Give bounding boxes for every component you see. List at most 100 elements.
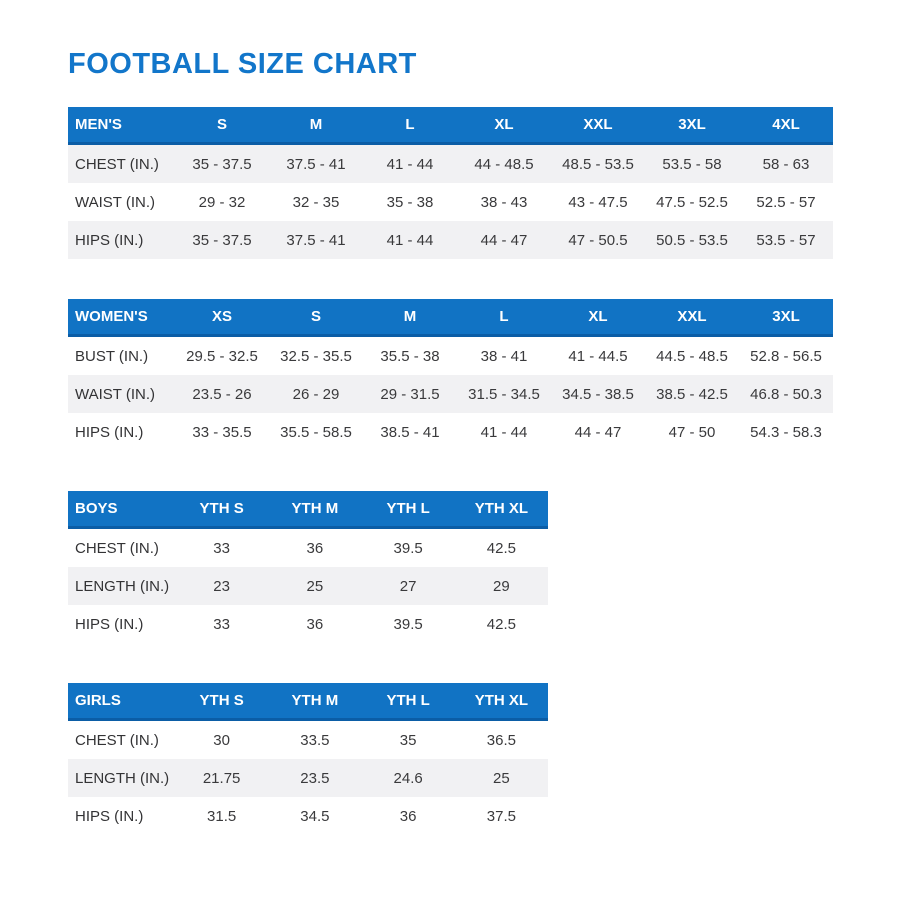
size-value-cell: 31.5 - 34.5 [457, 375, 551, 413]
size-column-header: YTH L [361, 491, 455, 529]
table-category-header: BOYS [68, 491, 175, 529]
size-value-cell: 52.5 - 57 [739, 183, 833, 221]
womens-size-table: WOMEN'S XS S M L XL XXL 3XL BUST (IN.) 29.5 - 32… [68, 299, 833, 451]
size-value-cell: 47.5 - 52.5 [645, 183, 739, 221]
size-value-cell: 31.5 [175, 797, 269, 835]
measurement-row: WAIST (IN.) 23.5 - 26 26 - 29 29 - 31.5 31.5… [68, 375, 833, 413]
size-value-cell: 44 - 47 [457, 221, 551, 259]
girls-header-row: GIRLS YTH S YTH M YTH L YTH XL [68, 683, 548, 721]
size-value-cell: 37.5 - 41 [269, 221, 363, 259]
size-column-header: YTH XL [454, 491, 548, 529]
size-value-cell: 42.5 [454, 527, 548, 567]
size-column-header: 4XL [739, 107, 833, 145]
size-column-header: S [269, 299, 363, 337]
womens-header-row: WOMEN'S XS S M L XL XXL 3XL [68, 299, 833, 337]
size-column-header: XL [551, 299, 645, 337]
measurement-row-label: HIPS (IN.) [68, 605, 175, 643]
size-value-cell: 38.5 - 41 [363, 413, 457, 451]
measurement-row: HIPS (IN.) 33 - 35.5 35.5 - 58.5 38.5 - 41 4… [68, 413, 833, 451]
measurement-row-label: HIPS (IN.) [68, 413, 175, 451]
size-value-cell: 29 - 31.5 [363, 375, 457, 413]
size-value-cell: 46.8 - 50.3 [739, 375, 833, 413]
size-column-header: YTH S [175, 491, 269, 529]
size-value-cell: 21.75 [175, 759, 269, 797]
size-value-cell: 33.5 [268, 719, 362, 759]
table-category-header: MEN'S [68, 107, 175, 145]
size-value-cell: 35.5 - 58.5 [269, 413, 363, 451]
size-column-header: XS [175, 299, 269, 337]
size-value-cell: 23.5 [268, 759, 362, 797]
measurement-row: HIPS (IN.) 35 - 37.5 37.5 - 41 41 - 44 44 - … [68, 221, 833, 259]
measurement-row: LENGTH (IN.) 21.75 23.5 24.6 25 [68, 759, 548, 797]
measurement-row: CHEST (IN.) 33 36 39.5 42.5 [68, 527, 548, 567]
size-column-header: M [363, 299, 457, 337]
size-value-cell: 33 [175, 527, 269, 567]
size-value-cell: 54.3 - 58.3 [739, 413, 833, 451]
size-value-cell: 27 [361, 567, 455, 605]
size-value-cell: 39.5 [361, 527, 455, 567]
size-value-cell: 36.5 [454, 719, 548, 759]
size-value-cell: 53.5 - 58 [645, 143, 739, 183]
size-value-cell: 35 - 37.5 [175, 221, 269, 259]
size-value-cell: 50.5 - 53.5 [645, 221, 739, 259]
size-value-cell: 34.5 - 38.5 [551, 375, 645, 413]
measurement-row: CHEST (IN.) 35 - 37.5 37.5 - 41 41 - 44 44 -… [68, 143, 833, 183]
measurement-row-label: CHEST (IN.) [68, 143, 175, 183]
size-value-cell: 26 - 29 [269, 375, 363, 413]
size-column-header: YTH M [268, 683, 362, 721]
size-value-cell: 41 - 44.5 [551, 335, 645, 375]
boys-header-row: BOYS YTH S YTH M YTH L YTH XL [68, 491, 548, 529]
size-value-cell: 35.5 - 38 [363, 335, 457, 375]
boys-size-table: BOYS YTH S YTH M YTH L YTH XL CHEST (IN.) 33 3… [68, 491, 548, 643]
size-value-cell: 44 - 48.5 [457, 143, 551, 183]
size-column-header: XXL [551, 107, 645, 145]
size-value-cell: 44 - 47 [551, 413, 645, 451]
size-value-cell: 47 - 50.5 [551, 221, 645, 259]
size-value-cell: 35 - 38 [363, 183, 457, 221]
size-value-cell: 44.5 - 48.5 [645, 335, 739, 375]
size-value-cell: 24.6 [361, 759, 455, 797]
size-value-cell: 37.5 [454, 797, 548, 835]
size-column-header: L [457, 299, 551, 337]
size-value-cell: 43 - 47.5 [551, 183, 645, 221]
girls-size-table: GIRLS YTH S YTH M YTH L YTH XL CHEST (IN.) 30… [68, 683, 548, 835]
measurement-row: LENGTH (IN.) 23 25 27 29 [68, 567, 548, 605]
measurement-row-label: WAIST (IN.) [68, 375, 175, 413]
measurement-row-label: CHEST (IN.) [68, 527, 175, 567]
size-value-cell: 53.5 - 57 [739, 221, 833, 259]
measurement-row: BUST (IN.) 29.5 - 32.5 32.5 - 35.5 35.5 - 3… [68, 335, 833, 375]
size-value-cell: 41 - 44 [363, 221, 457, 259]
size-value-cell: 38 - 41 [457, 335, 551, 375]
size-value-cell: 25 [268, 567, 362, 605]
size-value-cell: 35 [361, 719, 455, 759]
size-column-header: YTH XL [454, 683, 548, 721]
size-value-cell: 30 [175, 719, 269, 759]
table-category-header: GIRLS [68, 683, 175, 721]
size-column-header: YTH L [361, 683, 455, 721]
size-value-cell: 41 - 44 [457, 413, 551, 451]
size-value-cell: 37.5 - 41 [269, 143, 363, 183]
size-value-cell: 41 - 44 [363, 143, 457, 183]
size-value-cell: 38.5 - 42.5 [645, 375, 739, 413]
size-column-header: XXL [645, 299, 739, 337]
measurement-row-label: BUST (IN.) [68, 335, 175, 375]
measurement-row: WAIST (IN.) 29 - 32 32 - 35 35 - 38 38 - 43 4… [68, 183, 833, 221]
mens-header-row: MEN'S S M L XL XXL 3XL 4XL [68, 107, 833, 145]
size-value-cell: 47 - 50 [645, 413, 739, 451]
size-value-cell: 48.5 - 53.5 [551, 143, 645, 183]
measurement-row-label: LENGTH (IN.) [68, 759, 175, 797]
size-value-cell: 29 [454, 567, 548, 605]
page-title: FOOTBALL SIZE CHART [68, 48, 417, 80]
measurement-row: HIPS (IN.) 31.5 34.5 36 37.5 [68, 797, 548, 835]
size-value-cell: 32 - 35 [269, 183, 363, 221]
measurement-row-label: WAIST (IN.) [68, 183, 175, 221]
size-value-cell: 38 - 43 [457, 183, 551, 221]
size-value-cell: 35 - 37.5 [175, 143, 269, 183]
size-value-cell: 23.5 - 26 [175, 375, 269, 413]
size-value-cell: 33 [175, 605, 269, 643]
size-column-header: 3XL [739, 299, 833, 337]
size-column-header: XL [457, 107, 551, 145]
size-value-cell: 52.8 - 56.5 [739, 335, 833, 375]
size-value-cell: 32.5 - 35.5 [269, 335, 363, 375]
measurement-row: CHEST (IN.) 30 33.5 35 36.5 [68, 719, 548, 759]
